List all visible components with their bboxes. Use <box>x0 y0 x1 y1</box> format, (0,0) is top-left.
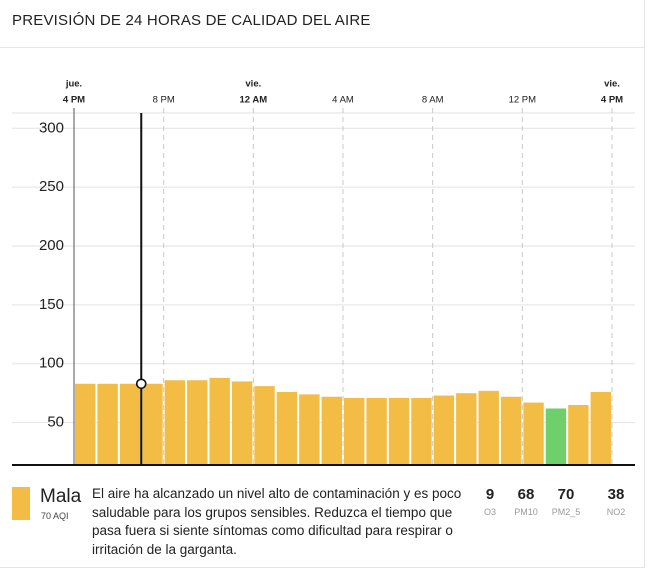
bar <box>344 397 365 465</box>
bar <box>75 383 96 465</box>
y-tick-label: 100 <box>39 355 64 372</box>
x-tick-label: 4 PM <box>63 95 85 106</box>
bar <box>545 408 567 465</box>
bar <box>142 383 163 465</box>
y-tick-label: 150 <box>39 296 64 313</box>
pollutant-value: 68 <box>517 486 535 503</box>
bar <box>321 396 342 465</box>
bar <box>299 394 320 465</box>
pollutant: 9 O3 <box>468 486 512 517</box>
bar <box>366 397 387 465</box>
x-tick-label: 12 PM <box>509 95 537 106</box>
pollutant-name: NO2 <box>606 507 626 517</box>
y-tick-label: 200 <box>39 237 64 254</box>
y-tick-label: 300 <box>39 119 64 136</box>
bar <box>254 386 275 465</box>
pollutant: 38 NO2 <box>594 486 638 517</box>
pollutant-name: PM2_5 <box>551 507 581 517</box>
pollutant-value: 9 <box>485 486 495 503</box>
pollutant-value: 70 <box>557 486 575 503</box>
cursor-dot <box>135 378 147 390</box>
x-tick-day: jue. <box>65 79 82 90</box>
x-tick-day: vie. <box>245 79 261 90</box>
pollutant: 68 PM10 <box>504 486 548 517</box>
separator <box>0 47 644 48</box>
x-tick-label: 12 AM <box>240 95 268 106</box>
bar <box>119 383 141 465</box>
x-tick-label: 8 PM <box>153 95 175 106</box>
bar <box>187 380 208 465</box>
pollutant-name: O3 <box>483 507 496 517</box>
category: Mala <box>40 486 82 507</box>
bar <box>97 383 118 465</box>
bar <box>231 381 253 465</box>
y-tick-label: 50 <box>47 414 64 431</box>
bar <box>388 397 410 465</box>
title: PREVISIÓN DE 24 HORAS DE CALIDAD DEL AIR… <box>12 12 371 29</box>
bar <box>456 393 477 465</box>
pollutant: 70 PM2_5 <box>544 486 588 517</box>
x-tick-label: 4 AM <box>332 95 354 106</box>
chart: 50 100 150 200 250 300 jue. 4 PM 8 PM vie. 12 AM 4 … <box>12 79 635 466</box>
bar <box>478 390 499 465</box>
bar <box>411 397 432 465</box>
pollutant-name: PM10 <box>514 507 538 517</box>
x-tick-day: vie. <box>604 79 620 90</box>
bar <box>500 396 522 465</box>
category-swatch <box>12 487 30 520</box>
aqi-label: 70 AQI <box>41 511 69 521</box>
bar <box>433 395 455 465</box>
bar <box>568 404 589 465</box>
bar <box>590 392 611 465</box>
bar <box>523 402 544 465</box>
pollutant-value: 38 <box>607 486 625 503</box>
bar <box>276 392 298 465</box>
x-tick-label: 4 PM <box>601 95 623 106</box>
y-tick-label: 250 <box>39 178 64 195</box>
x-tick-label: 8 AM <box>422 95 444 106</box>
description: El aire ha alcanzado un nivel alto de co… <box>92 486 462 557</box>
bar <box>164 380 186 465</box>
bar <box>209 377 230 465</box>
